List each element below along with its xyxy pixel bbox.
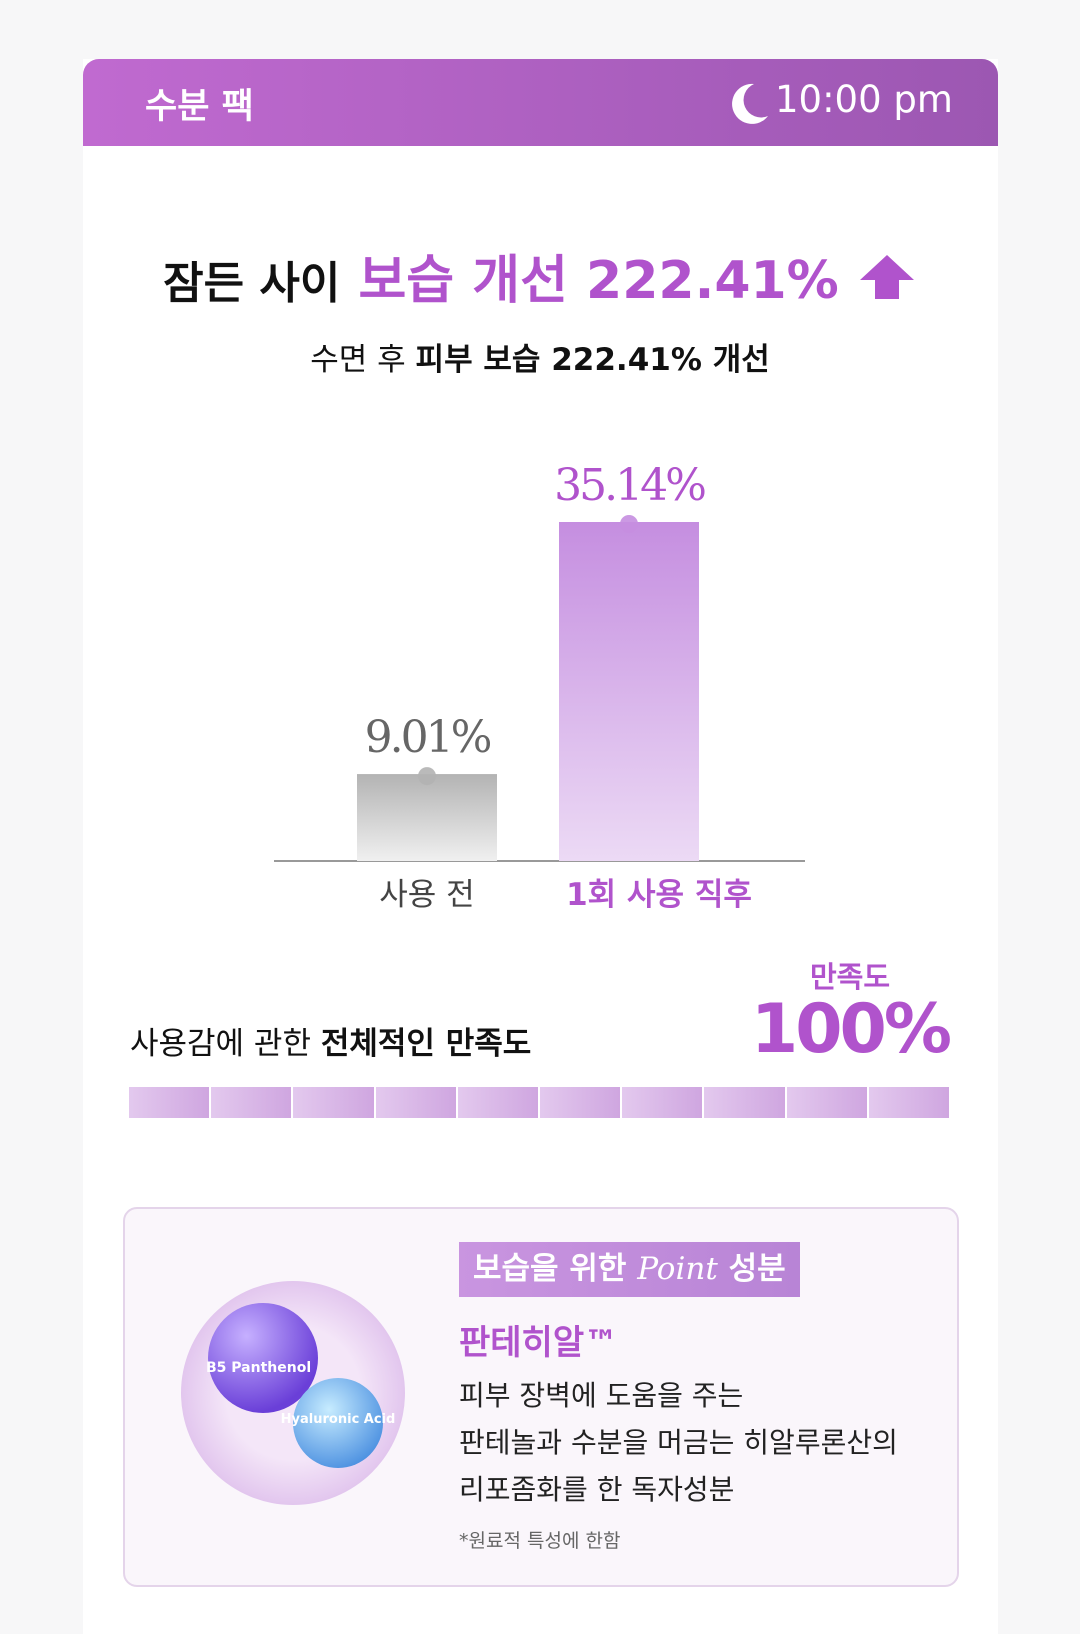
ingredient-name: 판테히알™ — [459, 1323, 619, 1363]
bar-chart: 9.01% 사용 전 35.14% 1회 사용 직후 — [274, 460, 805, 913]
ingredient-image: B5 Panthenol Hyaluronic Acid — [181, 1281, 405, 1505]
description-line: 판테놀과 수분을 머금는 히알루론산의 — [459, 1426, 898, 1459]
bar-dot — [418, 767, 436, 786]
tag-part: 보습을 위한 — [473, 1251, 627, 1287]
bar-segment — [211, 1087, 292, 1118]
header-title: 수분 팩 — [145, 87, 254, 127]
image-label: Hyaluronic Acid — [281, 1412, 396, 1427]
bar — [559, 522, 699, 861]
satisfaction-track — [129, 1087, 949, 1118]
tag-part: 성분 — [728, 1251, 786, 1287]
ingredient-tag: 보습을 위한 Point 성분 — [459, 1242, 800, 1297]
subtitle-bold: 피부 보습 222.41% 개선 — [415, 342, 770, 378]
description-line: 리포좀화를 한 독자성분 — [459, 1473, 735, 1506]
subtitle-plain: 수면 후 — [310, 342, 406, 378]
bar-segment — [622, 1087, 703, 1118]
up-arrow — [859, 255, 914, 299]
bar-dot — [620, 515, 638, 533]
bar-segment — [375, 1087, 456, 1118]
satisfaction-text: 사용감에 관한 전체적인 만족도 — [130, 1018, 531, 1063]
image-label: B5 Panthenol — [206, 1360, 311, 1376]
bar-segment — [868, 1087, 949, 1118]
value-label: 35.14% — [554, 460, 705, 511]
bar-segment — [704, 1087, 785, 1118]
bar-segment — [129, 1087, 210, 1118]
moon-icon — [732, 83, 768, 124]
satisfaction-plain: 사용감에 관한 — [130, 1026, 311, 1062]
header-time: 10:00 pm — [775, 78, 953, 121]
headline-prefix: 잠든 사이 — [163, 258, 341, 309]
satisfaction-label: 만족도 — [809, 960, 891, 994]
bar-segment — [293, 1087, 374, 1118]
bar — [357, 774, 497, 861]
description-line: 피부 장벽에 도움을 주는 — [459, 1379, 744, 1412]
bar-segment — [540, 1087, 621, 1118]
bar-segment — [457, 1087, 539, 1118]
category-label: 사용 전 — [379, 877, 474, 913]
tag-part: Point — [637, 1251, 718, 1287]
header-bar — [83, 59, 998, 146]
value-label: 9.01% — [365, 712, 491, 763]
footnote: *원료적 특성에 한함 — [459, 1530, 621, 1552]
satisfaction-value: 100% — [750, 990, 952, 1069]
satisfaction-bold: 전체적인 만족도 — [320, 1026, 532, 1062]
subtitle: 수면 후 피부 보습 222.41% 개선 — [0, 334, 1080, 379]
satisfaction-bar — [129, 1087, 949, 1118]
headline: 잠든 사이 보습 개선 222.41% — [0, 238, 1080, 313]
category-label: 1회 사용 직후 — [566, 877, 752, 913]
headline-highlight: 보습 개선 222.41% — [358, 251, 839, 311]
bar-segment — [786, 1087, 867, 1118]
